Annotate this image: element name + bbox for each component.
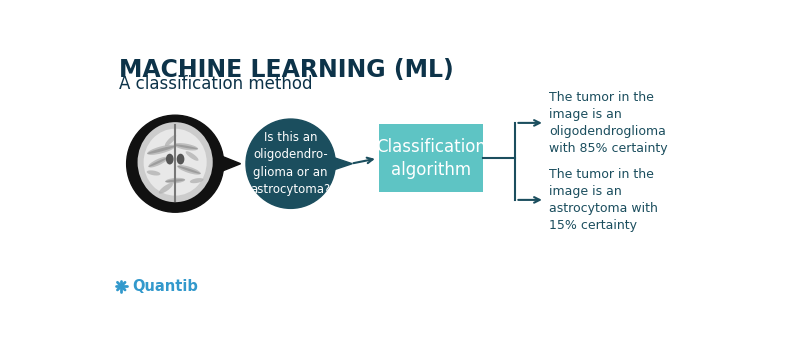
- Text: A classification method: A classification method: [119, 75, 313, 93]
- Ellipse shape: [159, 183, 173, 194]
- Polygon shape: [329, 156, 352, 171]
- Text: Is this an
oligodendro-
glioma or an
astrocytoma?: Is this an oligodendro- glioma or an ast…: [250, 131, 330, 196]
- Ellipse shape: [178, 165, 201, 175]
- Ellipse shape: [190, 178, 203, 183]
- Ellipse shape: [148, 157, 168, 168]
- Ellipse shape: [144, 129, 206, 196]
- Ellipse shape: [177, 154, 184, 164]
- Ellipse shape: [174, 144, 198, 149]
- Ellipse shape: [147, 146, 175, 154]
- Text: Quantib: Quantib: [132, 279, 198, 294]
- Ellipse shape: [178, 166, 201, 174]
- Ellipse shape: [166, 154, 174, 164]
- Ellipse shape: [165, 179, 185, 182]
- Ellipse shape: [165, 178, 185, 183]
- Text: The tumor in the
image is an
oligodendroglioma
with 85% certainty: The tumor in the image is an oligodendro…: [550, 91, 668, 155]
- Ellipse shape: [174, 143, 198, 150]
- Ellipse shape: [146, 170, 161, 175]
- Text: MACHINE LEARNING (ML): MACHINE LEARNING (ML): [119, 58, 454, 82]
- Polygon shape: [218, 154, 241, 173]
- Ellipse shape: [138, 122, 213, 202]
- Circle shape: [246, 119, 335, 208]
- Circle shape: [126, 115, 224, 212]
- Ellipse shape: [149, 158, 168, 167]
- Text: The tumor in the
image is an
astrocytoma with
15% certainty: The tumor in the image is an astrocytoma…: [550, 168, 658, 232]
- Ellipse shape: [186, 151, 198, 161]
- Text: Classification
algorithm: Classification algorithm: [376, 138, 486, 179]
- Ellipse shape: [165, 135, 176, 146]
- Ellipse shape: [147, 145, 175, 155]
- FancyBboxPatch shape: [379, 125, 483, 192]
- FancyBboxPatch shape: [103, 43, 717, 305]
